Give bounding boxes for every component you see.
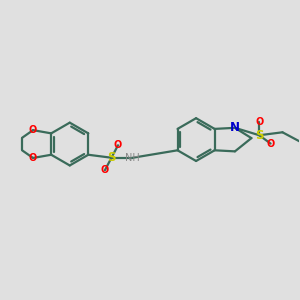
Text: O: O: [29, 125, 37, 135]
Text: S: S: [107, 151, 116, 164]
Text: N: N: [230, 121, 240, 134]
Text: O: O: [114, 140, 122, 150]
Text: S: S: [255, 129, 264, 142]
Text: NH: NH: [125, 153, 140, 163]
Text: O: O: [29, 153, 37, 163]
Text: O: O: [266, 139, 275, 148]
Text: O: O: [101, 165, 109, 175]
Text: O: O: [255, 117, 263, 127]
